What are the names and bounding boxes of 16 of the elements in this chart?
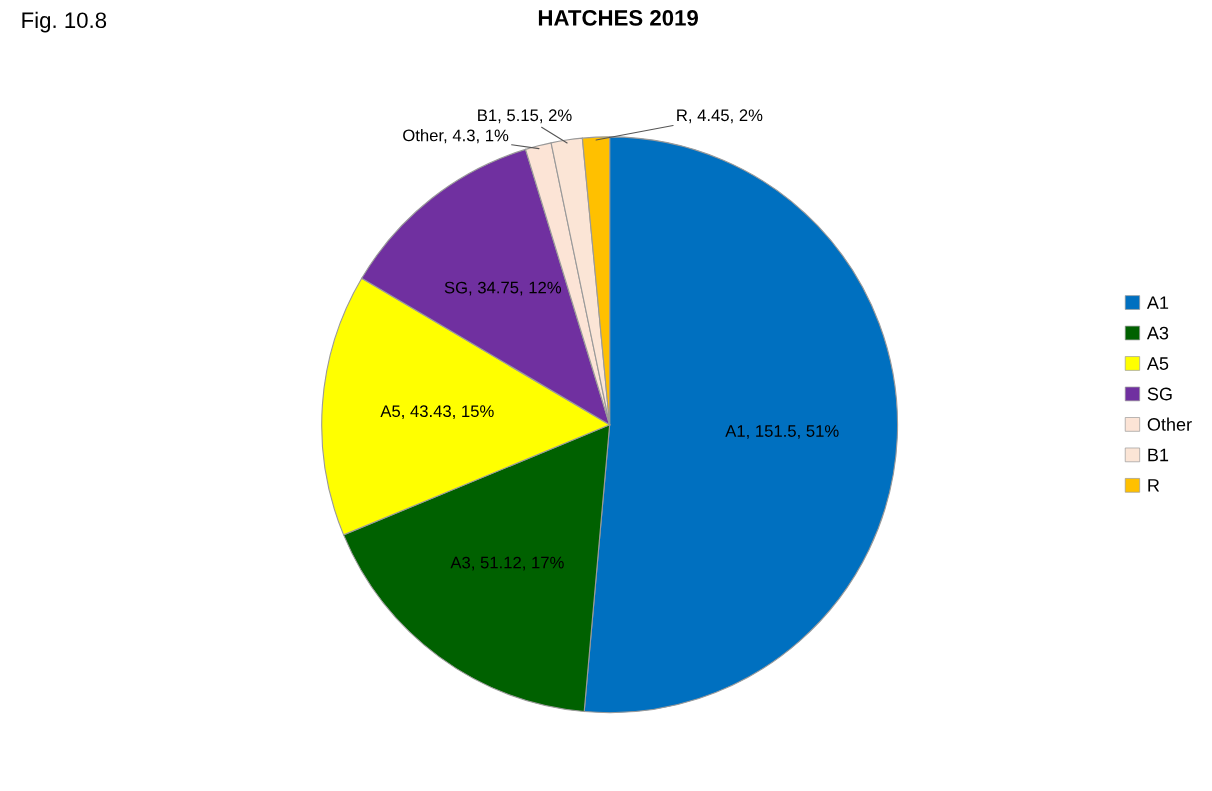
data-label: A1, 151.5, 51% [725,425,839,439]
data-label: R, 4.45, 2% [677,109,763,124]
data-label: SG, 34.75, 12% [444,281,562,296]
legend-label: B1 [1148,448,1169,462]
data-label: A5, 43.43, 15% [380,405,494,420]
legend-label: A5 [1146,357,1169,370]
caption: Fig. 10.8 [22,11,107,33]
legend-label: R [1148,479,1160,492]
chart-title: HATCHES 2019 [538,10,698,26]
data-label: B1, 5.15, 2% [478,109,572,124]
legend-label: A3 [1146,326,1169,340]
legend-label: Other [1147,417,1192,431]
data-label: Other, 4.3, 1% [403,129,509,144]
data-label: A3, 51.12, 17% [450,556,564,571]
legend-label: SG [1147,387,1172,401]
legend-label: A1 [1146,296,1169,309]
